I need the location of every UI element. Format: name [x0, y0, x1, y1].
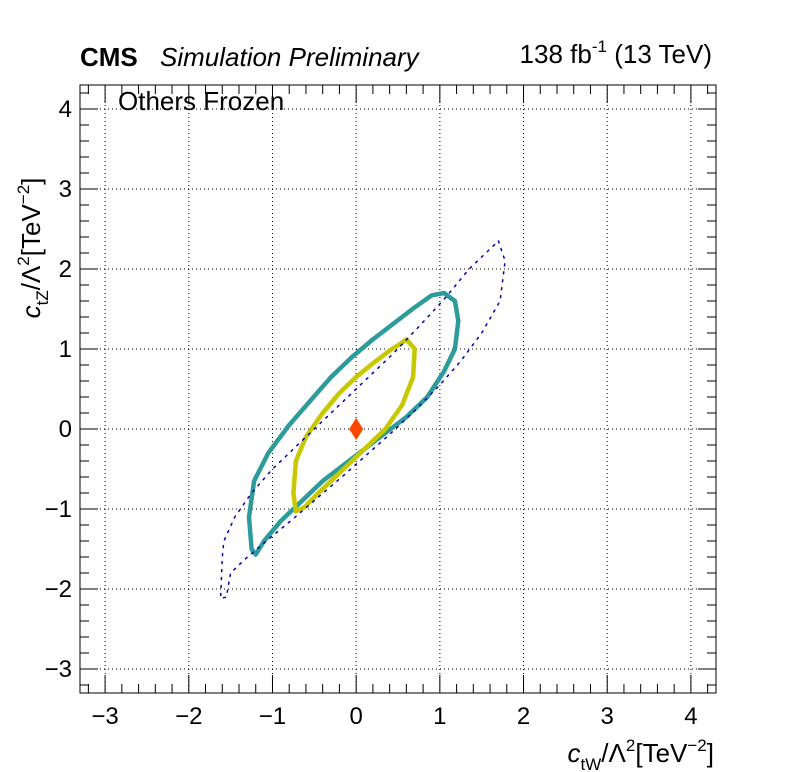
best-fit-layer — [349, 418, 364, 440]
x-tick-label: −1 — [259, 703, 286, 730]
lumi-label: 138 fb-1 (13 TeV) — [520, 37, 712, 69]
x-tick-label: −2 — [175, 703, 202, 730]
x-axis-title: ctW/Λ2[TeV−2] — [568, 736, 715, 772]
annotation-label: Others Frozen — [118, 86, 284, 116]
y-tick-label: 0 — [59, 416, 72, 443]
y-tick-label: −3 — [45, 656, 72, 683]
y-tick-label: 3 — [59, 176, 72, 203]
x-tick-label: −3 — [91, 703, 118, 730]
y-tick-label: 2 — [59, 256, 72, 283]
axis-ticks — [80, 85, 716, 693]
contour-series — [219, 240, 506, 600]
contour-line-0 — [246, 290, 461, 557]
x-tick-label: 4 — [684, 703, 697, 730]
y-axis-title: ctZ/Λ2[TeV−2] — [14, 178, 52, 319]
subtitle-label: Simulation Preliminary — [160, 42, 421, 72]
y-tick-label: 4 — [59, 96, 72, 123]
plot-frame — [79, 84, 717, 694]
tick-labels: −3 −2 −1 0 1 2 3 4 −3 −2 −1 0 1 2 3 4 — [45, 96, 698, 730]
x-tick-label: 2 — [517, 703, 530, 730]
y-tick-label: −1 — [45, 496, 72, 523]
x-tick-label: 1 — [433, 703, 446, 730]
x-tick-label: 3 — [601, 703, 614, 730]
experiment-label: CMS — [80, 42, 138, 72]
x-tick-label: 0 — [349, 703, 362, 730]
y-tick-label: −2 — [45, 576, 72, 603]
grid-lines — [80, 85, 716, 693]
y-tick-label: 1 — [59, 336, 72, 363]
best-fit-marker — [349, 418, 364, 440]
contour-line-1 — [291, 337, 417, 514]
